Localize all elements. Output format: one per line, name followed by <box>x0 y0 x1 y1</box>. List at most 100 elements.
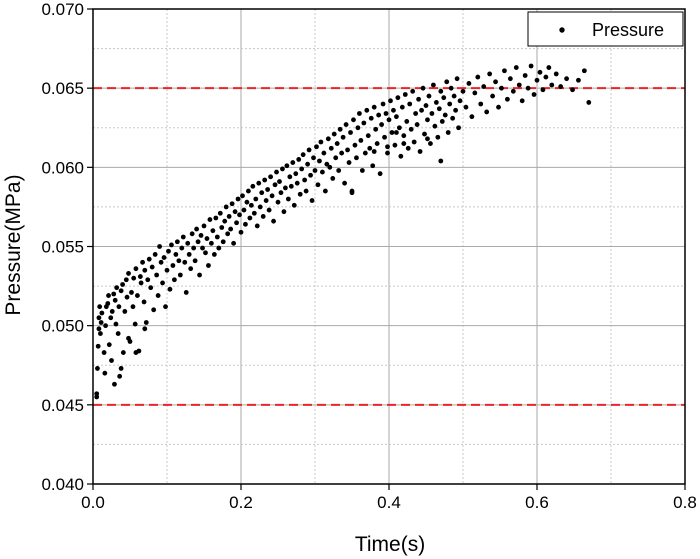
data-point <box>337 126 343 132</box>
data-point <box>302 177 308 183</box>
data-point <box>321 150 327 156</box>
data-point <box>339 150 345 156</box>
data-point <box>454 76 460 82</box>
data-point <box>373 126 379 132</box>
data-point <box>246 188 251 194</box>
data-point <box>129 290 134 295</box>
data-point <box>262 177 268 183</box>
data-point <box>380 101 386 107</box>
data-point <box>549 82 555 88</box>
data-points <box>94 63 592 400</box>
data-point <box>314 144 319 150</box>
data-point <box>507 76 513 82</box>
data-point <box>117 373 123 379</box>
data-point <box>167 286 173 292</box>
data-point <box>191 245 197 251</box>
data-point <box>210 228 216 234</box>
data-point <box>405 145 411 151</box>
data-point <box>385 144 390 150</box>
data-point <box>179 245 185 251</box>
data-point <box>189 231 195 237</box>
data-point <box>317 158 322 164</box>
data-point <box>243 221 248 227</box>
data-point <box>177 272 183 278</box>
data-point <box>120 282 125 287</box>
data-point <box>94 394 100 400</box>
data-point <box>505 96 510 102</box>
data-point <box>130 304 136 310</box>
y-tick-label: 0.050 <box>41 317 84 336</box>
data-point <box>101 350 107 355</box>
data-point <box>374 141 380 146</box>
data-point <box>103 323 108 329</box>
data-point <box>466 81 472 86</box>
data-point <box>137 274 143 279</box>
data-point <box>391 107 396 113</box>
data-point <box>173 252 179 257</box>
data-point <box>490 93 495 99</box>
data-point <box>280 166 285 172</box>
data-point <box>343 122 349 127</box>
x-tick-label: 0.6 <box>525 493 549 512</box>
data-point <box>422 131 427 137</box>
data-point <box>394 130 399 135</box>
data-point <box>433 100 439 105</box>
y-axis-ticks: 0.040 0.045 0.050 0.055 0.060 0.065 0.070 <box>41 0 93 494</box>
data-point <box>404 119 410 124</box>
legend-box <box>527 11 684 47</box>
data-point <box>439 119 445 124</box>
data-point <box>240 193 245 199</box>
data-point <box>154 272 160 278</box>
data-point <box>367 145 373 151</box>
data-point <box>203 250 208 256</box>
data-point <box>133 266 139 272</box>
data-point <box>259 190 265 196</box>
data-point <box>445 130 451 135</box>
data-point <box>263 198 269 203</box>
data-point <box>299 166 305 172</box>
data-point <box>414 122 420 127</box>
data-point <box>408 126 414 132</box>
data-point <box>519 98 525 104</box>
data-point <box>223 204 229 210</box>
data-point <box>382 134 387 140</box>
data-point <box>200 245 205 251</box>
data-point <box>484 109 490 115</box>
data-point <box>365 133 371 139</box>
data-point <box>456 125 461 131</box>
data-point <box>396 125 402 131</box>
data-point <box>333 155 339 161</box>
data-point <box>502 68 507 74</box>
data-point <box>102 370 108 376</box>
data-point <box>148 285 154 291</box>
data-point <box>157 244 163 249</box>
data-point <box>469 114 475 120</box>
data-point <box>510 88 516 94</box>
data-point <box>525 85 531 91</box>
data-point <box>419 107 424 113</box>
data-point <box>328 145 334 151</box>
data-point <box>451 93 457 99</box>
data-point <box>108 315 114 321</box>
data-point <box>278 190 284 196</box>
data-point <box>394 114 399 120</box>
data-point <box>214 234 220 240</box>
data-point <box>340 134 346 140</box>
data-point <box>398 153 404 159</box>
data-point <box>169 242 174 248</box>
data-point <box>287 174 293 180</box>
data-point <box>142 267 148 273</box>
data-point <box>383 111 389 116</box>
data-point <box>290 160 296 165</box>
data-point <box>216 245 222 251</box>
data-point <box>537 69 543 75</box>
data-point <box>228 226 234 232</box>
data-point <box>334 141 340 146</box>
data-point <box>522 73 528 78</box>
data-point <box>546 65 552 70</box>
data-point <box>371 104 377 110</box>
data-point <box>268 174 273 180</box>
data-point <box>478 101 484 107</box>
data-point <box>247 215 253 221</box>
